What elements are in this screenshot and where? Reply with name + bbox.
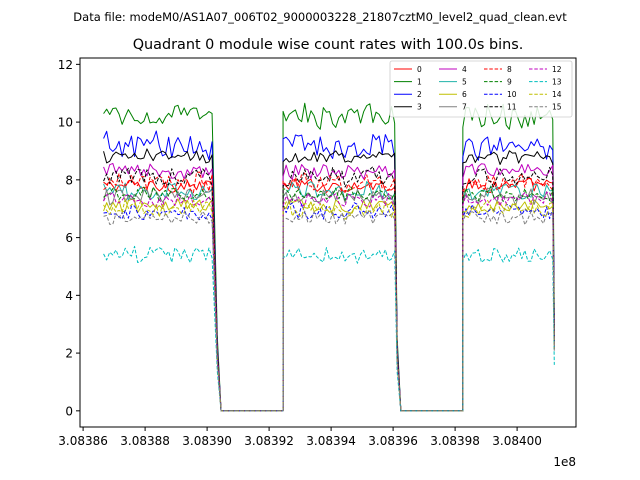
series-line-2	[103, 130, 555, 412]
legend-label-9: 9	[507, 77, 512, 86]
y-tick-label: 8	[65, 173, 73, 187]
series-line-1	[103, 102, 555, 412]
figure-suptitle: Data file: modeM0/AS1A07_006T02_90000032…	[73, 10, 567, 24]
legend-label-5: 5	[462, 77, 467, 86]
y-tick-label: 12	[58, 58, 73, 72]
y-tick-label: 10	[58, 116, 73, 130]
legend-box	[389, 60, 573, 118]
series-line-0	[103, 177, 555, 412]
legend-label-11: 11	[507, 103, 517, 112]
x-tick-label: 3.08396	[368, 434, 418, 448]
axes-frame	[79, 57, 577, 428]
series-line-14	[103, 198, 555, 412]
series-line-15	[103, 210, 555, 412]
x-tick-label: 3.08394	[306, 434, 356, 448]
y-tick-label: 4	[65, 289, 73, 303]
y-axis-ticks: 0 2 4 6 8 10 12	[58, 58, 80, 418]
x-tick-label: 3.08388	[120, 434, 170, 448]
series-line-7	[103, 187, 555, 412]
x-tick-label: 3.08386	[58, 434, 108, 448]
x-axis-ticks: 3.08386 3.08388 3.08390 3.08392 3.08394 3.083…	[58, 427, 542, 448]
legend-label-8: 8	[507, 65, 512, 74]
legend-label-2: 2	[417, 90, 422, 99]
chart-title: Quadrant 0 module wise count rates with …	[133, 37, 524, 53]
series-line-3	[103, 148, 555, 412]
legend-label-13: 13	[552, 77, 562, 86]
legend-label-3: 3	[417, 103, 422, 112]
legend-label-12: 12	[552, 65, 562, 74]
legend-label-7: 7	[462, 103, 467, 112]
x-tick-label: 3.08392	[244, 434, 294, 448]
legend-label-14: 14	[552, 90, 562, 99]
legend-label-4: 4	[462, 65, 467, 74]
y-tick-label: 2	[65, 347, 73, 361]
legend-label-15: 15	[552, 103, 562, 112]
y-tick-label: 6	[65, 231, 73, 245]
series-line-11	[103, 166, 555, 412]
y-tick-label: 0	[65, 404, 73, 418]
legend-label-6: 6	[462, 90, 467, 99]
x-axis-offset-label: 1e8	[553, 455, 576, 469]
x-tick-label: 3.08390	[182, 434, 232, 448]
plot-series	[103, 102, 555, 412]
legend-label-0: 0	[417, 65, 422, 74]
x-tick-label: 3.08400	[492, 434, 542, 448]
legend-label-1: 1	[417, 77, 422, 86]
series-line-12	[103, 191, 555, 412]
series-line-13	[103, 245, 555, 412]
legend-label-10: 10	[507, 90, 517, 99]
x-tick-label: 3.08398	[430, 434, 480, 448]
